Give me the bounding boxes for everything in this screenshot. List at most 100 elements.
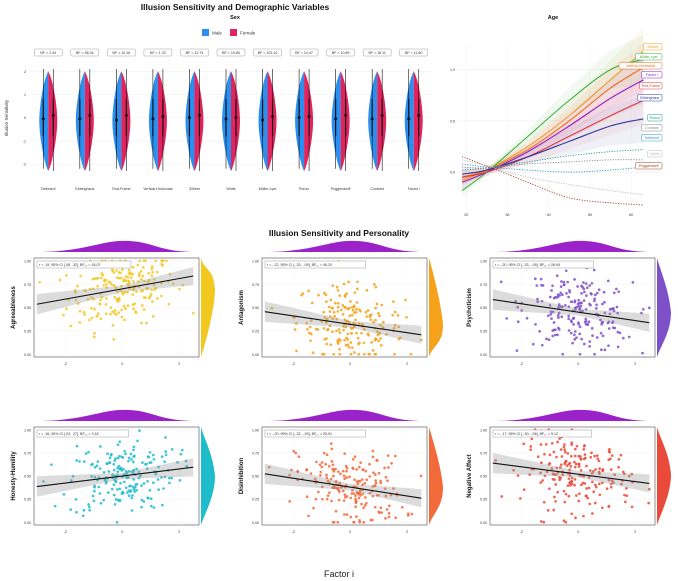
violin-mean-male xyxy=(78,117,82,121)
scatter-point xyxy=(160,262,164,266)
age-series-label-box xyxy=(647,150,663,158)
scatter-point xyxy=(316,328,320,331)
scatter-point xyxy=(344,325,348,329)
scatter-point xyxy=(539,520,543,523)
scatter-point xyxy=(346,307,350,311)
scatter-y-tick: 0.25 xyxy=(24,498,31,502)
scatter-point xyxy=(557,311,561,315)
scatter-y-tick: 0.25 xyxy=(252,329,259,333)
scatter-point xyxy=(397,325,401,329)
scatter-point xyxy=(105,285,108,289)
scatter-point xyxy=(573,330,577,333)
scatter-point xyxy=(335,329,338,333)
scatter-point xyxy=(163,475,167,479)
scatter-point xyxy=(616,330,620,334)
scatter-point xyxy=(112,493,116,497)
scatter-point xyxy=(561,352,565,356)
scatter-point xyxy=(585,464,588,468)
scatter-point xyxy=(124,279,128,283)
scatter-point xyxy=(570,482,574,486)
bf-label: BF = 10.89 xyxy=(332,51,350,55)
scatter-point xyxy=(311,351,315,355)
scatter-point xyxy=(554,333,557,337)
violin-category-label: Zöllner xyxy=(189,187,201,191)
scatter-point xyxy=(355,480,359,484)
scatter-point xyxy=(594,483,597,487)
scatter-point xyxy=(540,283,543,287)
scatter-point xyxy=(320,485,324,489)
age-x-tick: 60 xyxy=(629,213,633,217)
scatter-point xyxy=(573,300,577,304)
scatter-point xyxy=(115,297,119,301)
scatter-y-tick: 0.50 xyxy=(24,306,31,310)
scatter-point xyxy=(601,320,605,324)
bf-label-box xyxy=(34,48,63,57)
scatter-point xyxy=(142,296,146,299)
scatter-point xyxy=(114,313,118,316)
scatter-point xyxy=(120,308,123,312)
scatter-point xyxy=(87,450,90,454)
scatter-x-density xyxy=(264,409,425,421)
scatter-point xyxy=(528,473,532,476)
scatter-point xyxy=(569,331,573,335)
scatter-point xyxy=(357,465,361,469)
scatter-point xyxy=(577,499,581,503)
legend-female-label: Female xyxy=(240,31,256,36)
scatter-x-tick: -2 xyxy=(520,530,523,534)
scatter-point xyxy=(104,278,108,282)
scatter-point xyxy=(564,492,568,496)
scatter-point xyxy=(157,465,160,469)
scatter-ci-band xyxy=(264,301,422,344)
scatter-point xyxy=(184,459,188,463)
scatter-point xyxy=(90,306,93,310)
bf-label-box xyxy=(289,48,319,57)
scatter-point xyxy=(336,302,340,305)
scatter-point xyxy=(145,321,148,325)
scatter-point xyxy=(297,455,301,459)
bf-label-box xyxy=(216,48,246,57)
scatter-point xyxy=(342,474,346,478)
scatter-point xyxy=(627,474,631,478)
scatter-point xyxy=(108,456,112,460)
scatter-point xyxy=(612,291,616,295)
scatter-point xyxy=(105,282,108,286)
violin-mean-female xyxy=(88,113,92,117)
scatter-point xyxy=(548,453,552,457)
scatter-point xyxy=(337,486,340,490)
scatter-point xyxy=(355,301,359,304)
scatter-point xyxy=(181,283,185,287)
scatter-point xyxy=(362,352,366,356)
scatter-point xyxy=(142,482,146,485)
scatter-point xyxy=(373,283,376,286)
scatter-x-density xyxy=(492,240,653,252)
scatter-point xyxy=(540,299,544,303)
scatter-point xyxy=(609,485,613,489)
bf-label-box xyxy=(180,48,209,57)
scatter-point xyxy=(373,352,377,356)
scatter-point xyxy=(592,268,596,272)
scatter-point xyxy=(368,462,371,466)
scatter-point xyxy=(595,336,599,339)
scatter-point xyxy=(154,259,158,263)
scatter-point xyxy=(500,495,504,498)
scatter-point xyxy=(366,309,370,312)
age-series-label: Factor i xyxy=(646,73,658,77)
scatter-point xyxy=(329,343,333,347)
scatter-point xyxy=(135,290,138,293)
scatter-point xyxy=(151,481,155,485)
scatter-y-tick: 0.00 xyxy=(24,521,31,525)
scatter-point xyxy=(99,501,103,505)
scatter-point xyxy=(91,287,95,291)
scatter-point xyxy=(331,284,335,288)
age-x-tick: 30 xyxy=(505,213,509,217)
scatter-x-tick: 0 xyxy=(121,530,123,534)
scatter-point xyxy=(588,302,591,306)
scatter-point xyxy=(363,496,367,499)
age-line xyxy=(462,159,644,169)
scatter-point xyxy=(641,351,644,355)
scatter-point xyxy=(567,329,571,332)
scatter-point xyxy=(292,449,296,453)
scatter-point xyxy=(355,515,358,518)
scatter-point xyxy=(567,477,571,481)
scatter-point xyxy=(356,280,359,284)
